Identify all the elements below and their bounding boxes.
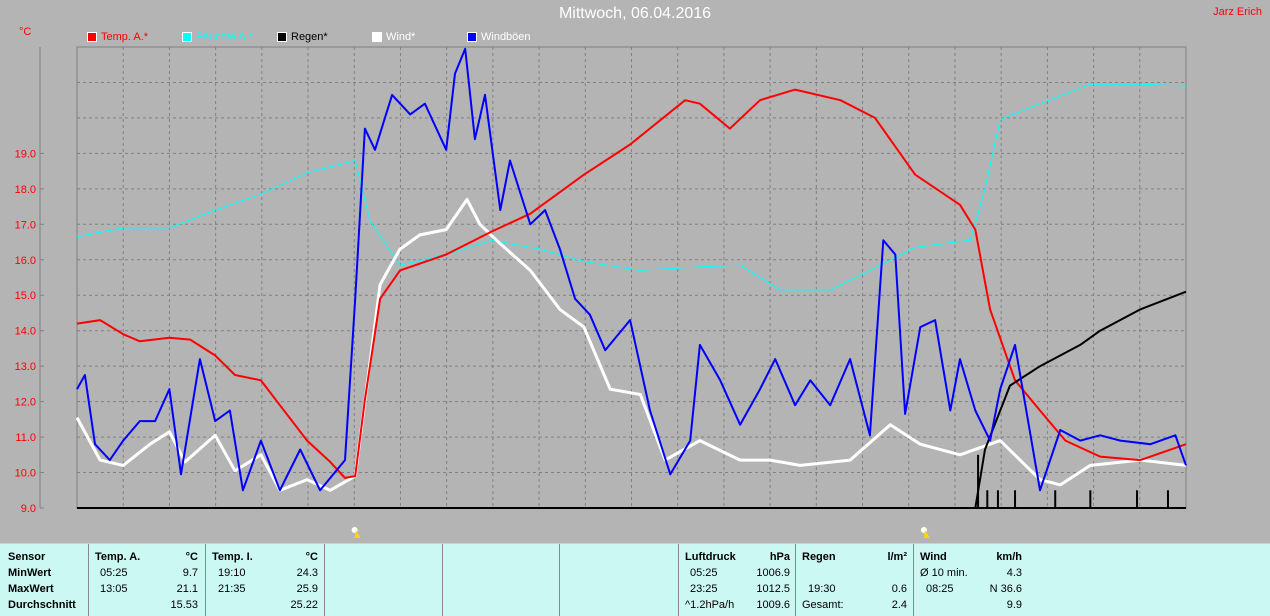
legend-label: Feuchte A.* xyxy=(196,31,253,43)
temp-i-unit: °C xyxy=(305,551,318,563)
statistics-panel: Sensor Temp. A. °C MinWert MaxWert Durch… xyxy=(0,543,1270,616)
divider xyxy=(559,544,560,616)
pressure-min: 1006.9 xyxy=(756,567,790,579)
legend-label: Windböen xyxy=(481,31,531,43)
legend-item-humidity[interactable]: Feuchte A.* xyxy=(182,31,253,43)
y-tick-label: 11.0 xyxy=(15,432,36,444)
legend-item-temp[interactable]: Temp. A.* xyxy=(87,31,148,43)
legend-item-rain[interactable]: Regen* xyxy=(277,31,328,43)
wind-unit: km/h xyxy=(996,551,1022,563)
wind-avg10: 4.3 xyxy=(1006,567,1022,579)
y-tick-label: 18.0 xyxy=(15,184,36,196)
sensor-header: Sensor xyxy=(8,551,46,563)
pressure-header: Luftdruck xyxy=(685,551,736,563)
weather-chart: 9.0 10.0 11.0 12.0 13.0 14.0 15.0 16.0 17.0 18.0 1… xyxy=(15,46,1187,538)
temp-i-max: 25.9 xyxy=(296,583,318,595)
sunset-icon xyxy=(920,527,930,538)
temp-a-min: 9.7 xyxy=(182,567,198,579)
temp-a-min-time: 05:25 xyxy=(100,567,128,579)
rain-header: Regen xyxy=(802,551,836,563)
temp-a-unit: °C xyxy=(185,551,198,563)
series-line-regen xyxy=(77,290,1187,509)
legend-label: Wind* xyxy=(386,31,416,43)
y-tick-label: 12.0 xyxy=(15,397,36,409)
y-tick-label: 19.0 xyxy=(15,148,36,160)
temp-a-header: Temp. A. xyxy=(95,551,141,563)
wind-avg: 9.9 xyxy=(1006,599,1022,611)
rain-total-label: Gesamt: xyxy=(802,599,844,611)
legend-swatch xyxy=(182,32,192,42)
pressure-avg: 1009.6 xyxy=(756,599,790,611)
wind-avg10-label: Ø 10 min. xyxy=(920,567,968,579)
divider xyxy=(442,544,443,616)
y-tick-label: 15.0 xyxy=(15,290,36,302)
series-line-wind xyxy=(75,198,1187,492)
pressure-unit: hPa xyxy=(769,551,790,563)
legend-item-gusts[interactable]: Windböen xyxy=(467,31,531,43)
series-line-windben xyxy=(76,47,1187,492)
legend-label: Temp. A.* xyxy=(101,31,149,43)
temp-i-min-time: 19:10 xyxy=(218,567,246,579)
wind-max: N 36.6 xyxy=(989,583,1022,595)
row-label-min: MinWert xyxy=(8,567,52,579)
pressure-max: 1012.5 xyxy=(756,583,790,595)
divider xyxy=(205,544,206,616)
divider xyxy=(913,544,914,616)
wind-max-time: 08:25 xyxy=(926,583,954,595)
row-label-max: MaxWert xyxy=(8,583,54,595)
chart-title: Mittwoch, 06.04.2016 xyxy=(558,5,712,22)
y-tick-label: 13.0 xyxy=(15,361,36,373)
author-label: Jarz Erich xyxy=(1213,6,1262,18)
temp-i-max-time: 21:35 xyxy=(218,583,246,595)
temp-a-max-time: 13:05 xyxy=(100,583,128,595)
series-line-feuchtea xyxy=(76,83,1187,291)
divider xyxy=(88,544,89,616)
temp-i-header: Temp. I. xyxy=(212,551,253,563)
divider xyxy=(324,544,325,616)
rain-unit: l/m² xyxy=(887,551,907,563)
legend-swatch xyxy=(467,32,477,42)
pressure-trend: ^1.2hPa/h xyxy=(685,599,735,611)
divider xyxy=(795,544,796,616)
pressure-min-time: 05:25 xyxy=(690,567,718,579)
y-tick-label: 17.0 xyxy=(15,219,36,231)
y-tick-label: 14.0 xyxy=(15,326,36,338)
legend-swatch xyxy=(277,32,287,42)
rain-total: 2.4 xyxy=(891,599,907,611)
legend-label: Regen* xyxy=(291,31,328,43)
legend-swatch xyxy=(87,32,97,42)
temp-i-avg: 25.22 xyxy=(290,599,318,611)
rain-max-time: 19:30 xyxy=(808,583,836,595)
y-tick-label: 16.0 xyxy=(15,255,36,267)
wind-header: Wind xyxy=(920,551,947,563)
temp-i-min: 24.3 xyxy=(296,567,318,579)
temp-a-max: 21.1 xyxy=(176,583,198,595)
series-line-tempa xyxy=(76,88,1187,479)
row-label-avg: Durchschnitt xyxy=(8,599,76,611)
y-tick-label: 10.0 xyxy=(15,468,36,480)
temp-a-avg: 15.53 xyxy=(170,599,198,611)
legend-item-wind[interactable]: Wind* xyxy=(372,31,415,43)
rain-max: 0.6 xyxy=(891,583,907,595)
pressure-max-time: 23:25 xyxy=(690,583,718,595)
legend-swatch xyxy=(372,32,382,42)
sunrise-icon xyxy=(351,527,361,538)
divider xyxy=(678,544,679,616)
y-axis-unit: °C xyxy=(19,26,32,38)
y-tick-label: 9.0 xyxy=(21,503,36,515)
